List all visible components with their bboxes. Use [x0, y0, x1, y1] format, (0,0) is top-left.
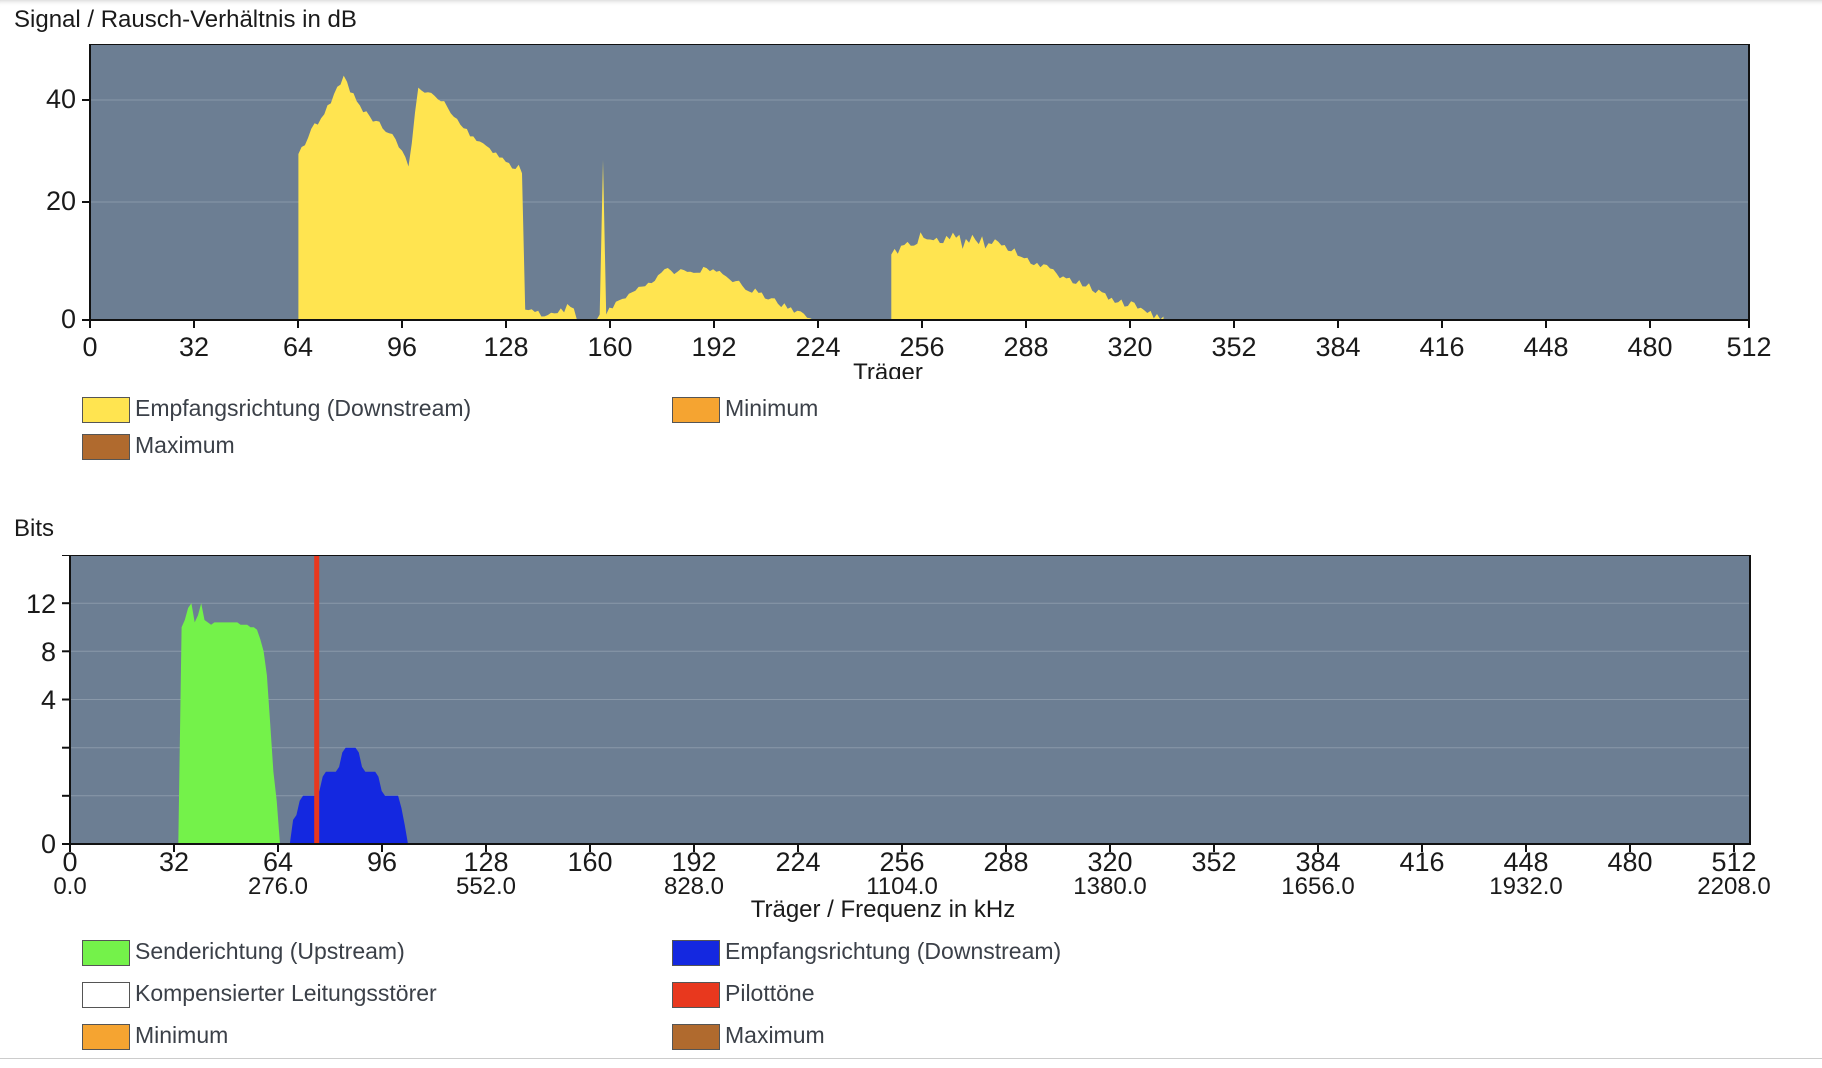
svg-text:1380.0: 1380.0	[1073, 873, 1146, 900]
svg-text:2208.0: 2208.0	[1697, 873, 1770, 900]
svg-text:276.0: 276.0	[248, 873, 308, 900]
svg-text:192: 192	[691, 332, 736, 362]
svg-text:0: 0	[61, 304, 76, 334]
svg-text:448: 448	[1523, 332, 1568, 362]
svg-text:352: 352	[1211, 332, 1256, 362]
svg-text:128: 128	[483, 332, 528, 362]
svg-text:1932.0: 1932.0	[1489, 873, 1562, 900]
svg-text:64: 64	[283, 332, 313, 362]
svg-text:288: 288	[1003, 332, 1048, 362]
svg-text:828.0: 828.0	[664, 873, 724, 900]
svg-text:20: 20	[46, 186, 76, 216]
svg-text:12: 12	[26, 589, 56, 619]
svg-text:4: 4	[41, 685, 56, 715]
svg-text:480: 480	[1627, 332, 1672, 362]
svg-text:0: 0	[41, 829, 56, 859]
svg-text:256: 256	[899, 332, 944, 362]
svg-text:32: 32	[179, 332, 209, 362]
svg-text:40: 40	[46, 84, 76, 114]
svg-text:1656.0: 1656.0	[1281, 873, 1354, 900]
svg-text:0.0: 0.0	[53, 873, 86, 900]
svg-text:416: 416	[1419, 332, 1464, 362]
svg-text:Träger: Träger	[853, 359, 923, 379]
svg-text:320: 320	[1107, 332, 1152, 362]
svg-text:96: 96	[387, 332, 417, 362]
svg-text:512: 512	[1726, 332, 1771, 362]
svg-text:552.0: 552.0	[456, 873, 516, 900]
svg-text:160: 160	[587, 332, 632, 362]
svg-text:224: 224	[795, 332, 840, 362]
svg-text:0: 0	[82, 332, 97, 362]
svg-text:Träger / Frequenz in kHz: Träger / Frequenz in kHz	[751, 896, 1016, 923]
svg-text:8: 8	[41, 637, 56, 667]
svg-text:384: 384	[1315, 332, 1360, 362]
